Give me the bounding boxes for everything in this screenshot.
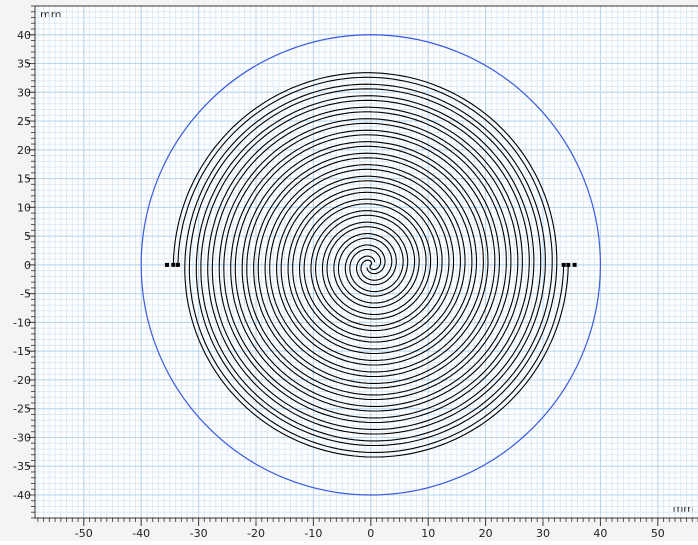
- vertex-point: [566, 262, 571, 267]
- spiral-edge: [184, 83, 569, 458]
- y-tick-label: -35: [13, 460, 31, 473]
- x-tick-label: -30: [190, 527, 208, 540]
- vertex-point: [572, 262, 577, 267]
- vertex-point: [175, 262, 180, 267]
- y-tick-label: 25: [17, 115, 31, 128]
- vertex-point: [561, 262, 566, 267]
- vertex-point: [171, 262, 176, 267]
- y-tick-label: -40: [13, 489, 31, 502]
- y-tick-label: 30: [17, 86, 31, 99]
- spiral-edge: [188, 88, 565, 453]
- x-tick-label: 30: [536, 527, 550, 540]
- x-tick-label: 10: [421, 527, 435, 540]
- y-tick-label: -15: [13, 345, 31, 358]
- y-tick-label: 5: [24, 230, 31, 243]
- spiral-edge: [177, 76, 553, 442]
- x-tick-label: -50: [75, 527, 93, 540]
- y-tick-label: 15: [17, 173, 31, 186]
- x-tick-label: 40: [593, 527, 607, 540]
- y-tick-label: 35: [17, 58, 31, 71]
- x-tick-label: 20: [479, 527, 493, 540]
- y-tick-label: 40: [17, 29, 31, 42]
- x-tick-label: 50: [651, 527, 665, 540]
- y-tick-label: -5: [20, 288, 31, 301]
- y-tick-label: 10: [17, 201, 31, 214]
- x-tick-label: -20: [247, 527, 265, 540]
- boundary-circle: [140, 34, 602, 496]
- y-tick-label: 20: [17, 144, 31, 157]
- spiral-edge: [172, 72, 558, 447]
- y-tick-label: -10: [13, 316, 31, 329]
- x-tick-label: 0: [367, 527, 374, 540]
- x-tick-label: -40: [132, 527, 150, 540]
- x-unit: mm: [673, 502, 694, 515]
- y-tick-label: 0: [24, 259, 31, 272]
- x-tick-label: -10: [304, 527, 322, 540]
- vertex-point: [165, 262, 170, 267]
- y-tick-label: -20: [13, 374, 31, 387]
- y-tick-label: -25: [13, 403, 31, 416]
- y-tick-label: -30: [13, 431, 31, 444]
- plot-area: [35, 6, 698, 518]
